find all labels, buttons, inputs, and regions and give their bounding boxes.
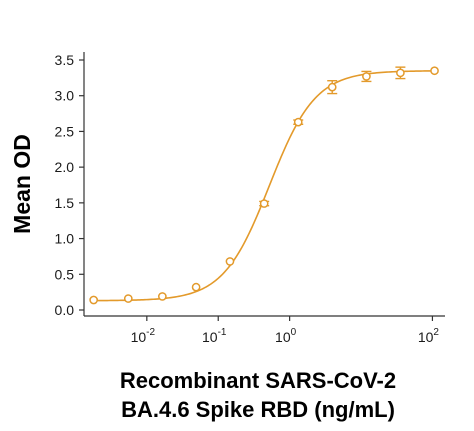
data-point [158, 292, 167, 301]
data-marker [123, 294, 133, 303]
data-marker [396, 68, 405, 78]
data-marker [362, 72, 371, 81]
y-tick-label: 0.5 [55, 266, 75, 282]
x-axis-title-line2: BA.4.6 Spike RBD (ng/mL) [121, 397, 395, 422]
data-point [89, 295, 99, 305]
data-point [225, 257, 235, 266]
x-tick-label: 100 [275, 327, 297, 345]
y-axis: 0.0 0.5 1.0 1.5 2.0 2.5 3.0 3.5 [55, 52, 85, 318]
x-tick-label: 102 [418, 327, 440, 345]
data-point [361, 70, 372, 83]
data-point [293, 117, 304, 127]
y-tick-label: 3.0 [55, 88, 75, 104]
data-point [395, 66, 406, 80]
fitted-curve [93, 70, 435, 302]
y-tick-label: 0.0 [55, 302, 75, 318]
x-tick-label: 10-1 [202, 327, 227, 345]
y-tick-label: 1.0 [55, 231, 75, 247]
data-point [191, 282, 201, 292]
data-marker [327, 82, 337, 92]
data-marker [158, 292, 167, 301]
data-marker [293, 117, 303, 127]
y-tick-label: 1.5 [55, 195, 75, 211]
y-tick-label: 2.0 [55, 159, 75, 175]
data-marker [89, 295, 99, 305]
y-tick-label: 2.5 [55, 123, 75, 139]
data-point [430, 66, 439, 76]
data-marker [191, 282, 201, 292]
x-axis: 10-2 10-1 100 102 [84, 315, 445, 345]
data-point [327, 80, 338, 95]
y-axis-title: Mean OD [9, 134, 35, 234]
data-marker [430, 66, 439, 76]
data-point [259, 199, 270, 208]
data-point [123, 294, 133, 303]
data-marker [259, 199, 269, 208]
x-tick-label: 10-2 [131, 327, 156, 345]
data-marker [225, 257, 235, 266]
x-axis-title-line1: Recombinant SARS-CoV-2 [120, 368, 396, 393]
y-tick-label: 3.5 [55, 52, 75, 68]
